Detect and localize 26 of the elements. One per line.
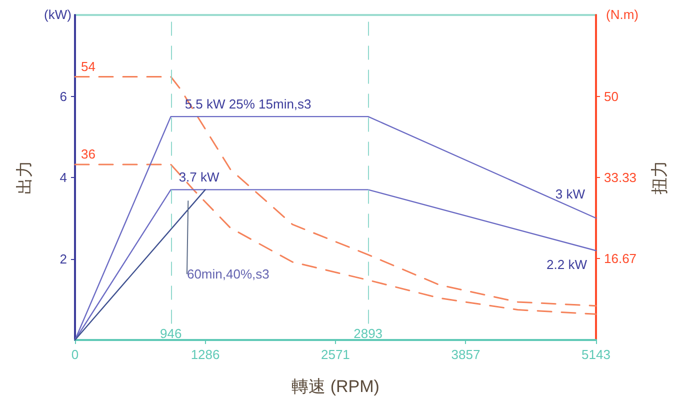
- y2-tick-label: 16.67: [604, 251, 637, 266]
- x-tick-label: 1286: [190, 347, 220, 362]
- data-label: 3.7 kW: [178, 170, 220, 185]
- y-tick-label: 4: [60, 170, 67, 185]
- line-series: [74, 76, 597, 307]
- text: (kW): [44, 7, 72, 22]
- y-tick-label: 6: [60, 88, 67, 104]
- y2-axis-title: 扭力: [650, 160, 669, 194]
- y2-tick-label: 33.33: [604, 170, 637, 186]
- data-label: 3 kW: [555, 186, 586, 202]
- x-tick-label: 5143: [582, 347, 610, 362]
- y-tick-label: 2: [60, 251, 67, 266]
- line-series: [74, 164, 597, 315]
- y-axis-title: 出力: [15, 160, 34, 194]
- data-label: 54: [81, 58, 96, 74]
- x-tick-label: 0: [71, 347, 79, 362]
- ref-line-label: 2893: [354, 326, 383, 341]
- text: (N.m): [606, 7, 638, 22]
- y2-tick-label: 50: [604, 88, 618, 104]
- annotation: 60min,40%,s3: [186, 266, 270, 282]
- x-axis-title: 轉速 (RPM): [292, 377, 380, 396]
- x-tick-label: 2571: [320, 347, 350, 362]
- ref-line-label: 946: [160, 326, 182, 341]
- x-tick-label: 3857: [451, 347, 480, 362]
- data-label: 36: [81, 146, 96, 162]
- data-label: 2.2 kW: [546, 257, 588, 272]
